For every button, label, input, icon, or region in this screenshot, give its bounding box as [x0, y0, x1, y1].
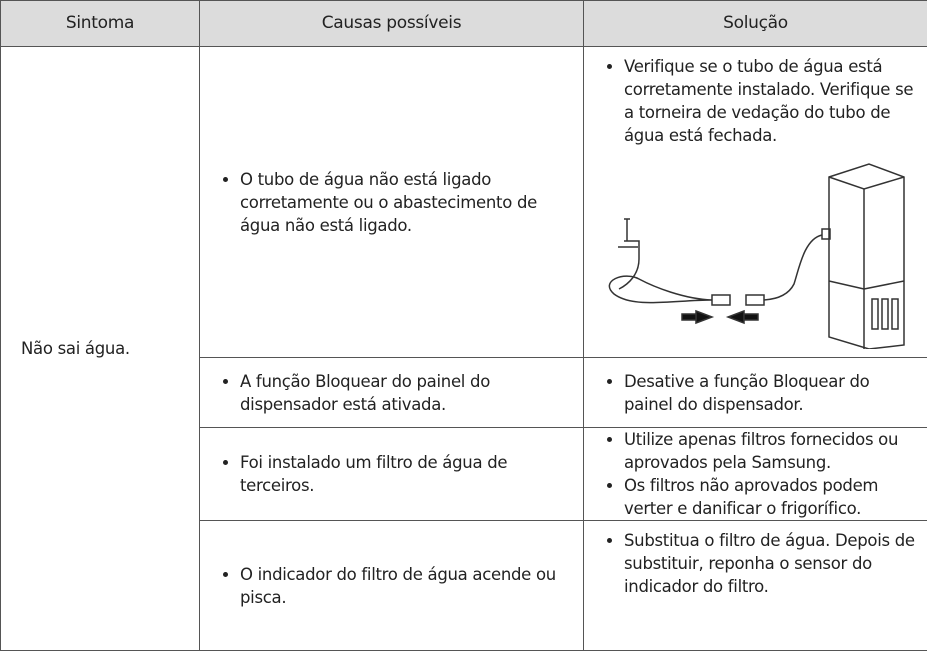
solution: Verifique se o tubo de água está correta…: [624, 55, 917, 147]
solution: Substitua o filtro de água. Depois de su…: [624, 529, 917, 598]
header-cell: Sintoma: [1, 1, 200, 47]
cause: Foi instalado um filtro de água de terce…: [240, 451, 573, 497]
solution: Utilize apenas filtros fornecidos ou apr…: [624, 428, 917, 474]
installation-illustration: [594, 159, 924, 349]
solution: Desative a função Bloquear do painel do …: [624, 370, 917, 416]
solution: Os filtros não aprovados podem verter e …: [624, 474, 917, 520]
header-cell: Solução: [584, 1, 927, 47]
cause: A função Bloquear do painel do dispensad…: [240, 370, 573, 416]
cause: O indicador do filtro de água acende ou …: [240, 563, 573, 609]
header-row: Sintoma Causas possíveis Solução: [1, 1, 927, 47]
header-cell: Causas possíveis: [200, 1, 584, 47]
cause: O tubo de água não está ligado corretame…: [240, 168, 573, 237]
symptom: Não sai água.: [1, 47, 200, 651]
